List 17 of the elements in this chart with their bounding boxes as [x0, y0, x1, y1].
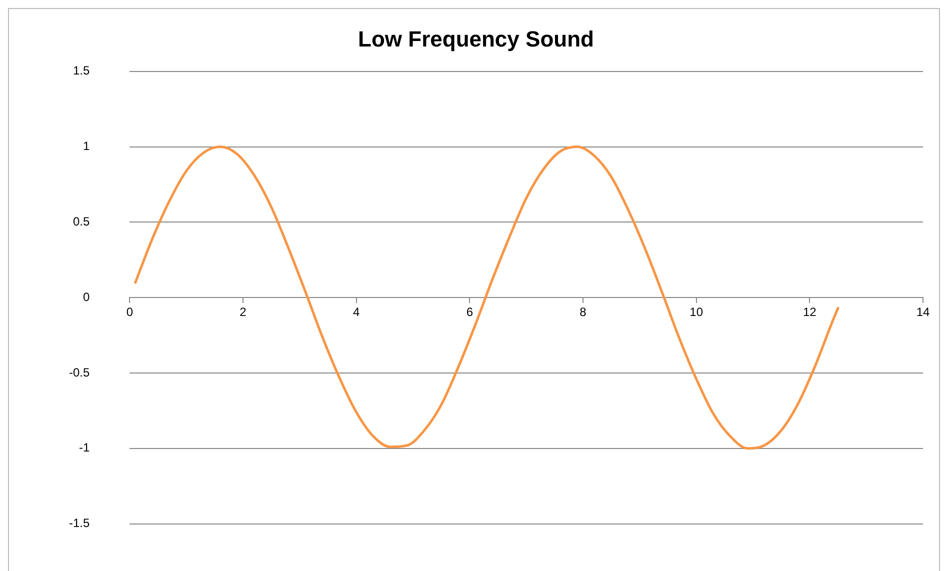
y-tick-label: 0: [82, 290, 90, 304]
y-tick-label: 0.5: [72, 214, 90, 229]
x-tick-label: 0: [126, 305, 134, 320]
x-tick-label: 6: [466, 305, 474, 320]
chart-title: Low Frequency Sound: [358, 26, 594, 52]
x-tick-label: 14: [916, 305, 930, 320]
y-tick-label: 1.5: [72, 64, 90, 78]
x-tick-label: 8: [580, 305, 587, 320]
x-tick-label: 10: [690, 305, 704, 320]
y-tick-label: -1.5: [68, 516, 90, 530]
y-tick-label: 1: [82, 139, 90, 154]
y-tick-label: -0.5: [68, 365, 90, 380]
x-tick-label: 2: [240, 305, 247, 320]
y-tick-label: -1: [79, 440, 90, 455]
x-tick-label: 12: [802, 305, 817, 320]
line-series: [134, 146, 840, 450]
x-tick-label: 4: [352, 305, 360, 320]
